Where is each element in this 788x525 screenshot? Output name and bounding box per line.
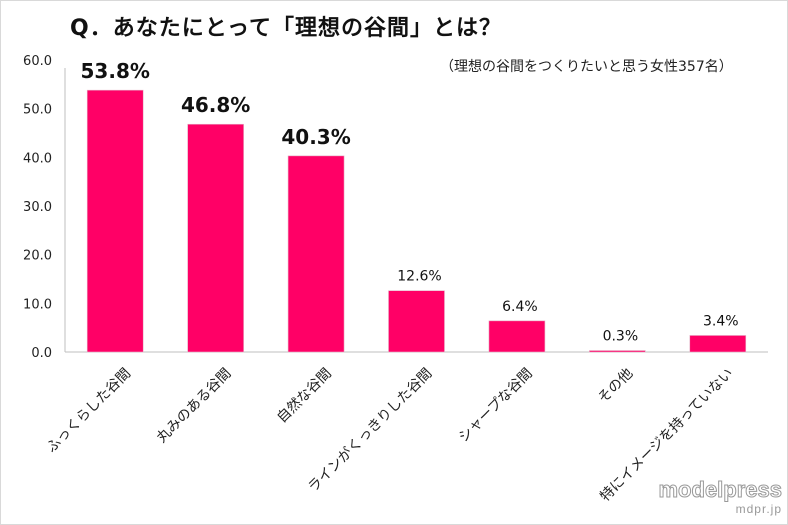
data-label: 0.3% [603,329,639,345]
data-label: 40.3% [281,125,350,149]
bar [488,320,546,353]
x-tick-label: シャープな谷間 [456,366,536,446]
bar [689,335,747,353]
data-label: 12.6% [397,269,441,285]
modelpress-logo: modelpress mdpr.jp [658,477,782,516]
y-tick-label: 20.0 [23,249,52,264]
y-tick-label: 60.0 [23,54,52,69]
bar [187,123,244,353]
x-tick-label: その他 [595,366,636,407]
bar [287,155,345,353]
y-tick-label: 40.0 [23,151,52,166]
data-label: 3.4% [703,313,739,329]
bar [86,89,144,353]
bar [388,290,445,353]
chart-subtitle: （理想の谷間をつくりたいと思う女性357名） [440,59,733,75]
data-label: 46.8% [181,93,250,117]
x-tick-label: 丸みのある谷間 [154,366,235,447]
y-tick-label: 10.0 [23,297,52,312]
x-tick-label: 自然な谷間 [273,365,335,427]
watermark-domain: mdpr.jp [735,502,782,516]
watermark-brand: modelpress [658,477,782,502]
bar [589,350,646,353]
x-tick-label: ふっくらした谷間 [44,366,135,457]
y-tick-label: 30.0 [23,200,52,215]
data-label: 53.8% [81,59,150,83]
chart-title: Q．あなたにとって「理想の谷間」とは？ [70,16,502,41]
data-label: 6.4% [502,299,538,315]
y-tick-label: 50.0 [23,103,52,118]
y-tick-label: 0.0 [31,346,52,361]
